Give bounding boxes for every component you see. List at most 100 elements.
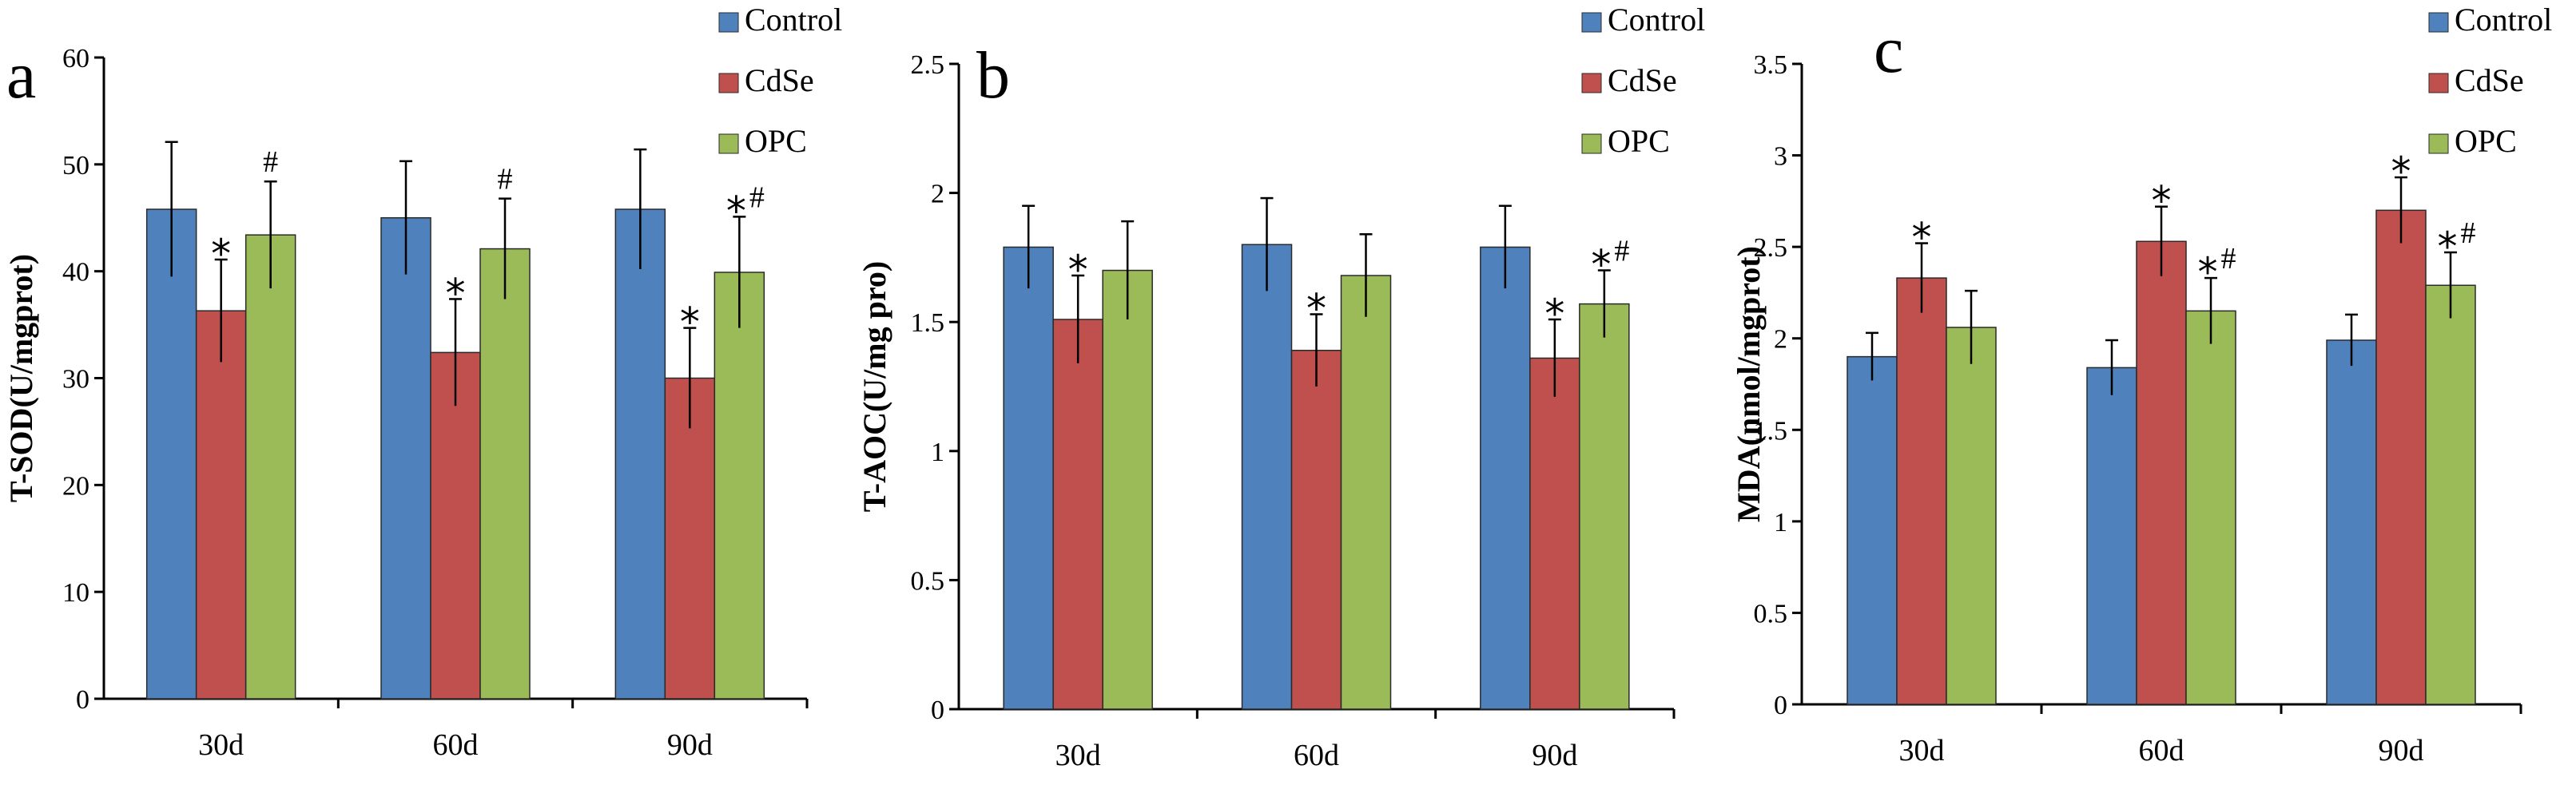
y-tick-label: 1.5: [1754, 416, 1788, 446]
legend-label-opc: OPC: [1608, 123, 1670, 159]
legend-swatch-cdse: [2428, 73, 2449, 93]
y-tick-label: 0.5: [911, 566, 945, 596]
bar-control-60d: [380, 217, 431, 700]
bar-cdse-60d: [1290, 350, 1342, 710]
significance-hash: #: [2221, 242, 2236, 276]
significance-hash: #: [498, 163, 513, 196]
x-tick-label: 60d: [1294, 739, 1339, 772]
bar-cdse-30d: [1896, 277, 1947, 705]
chart-panel-b: b T-AOC(U/mg pro) 0 0.5 1 1.5 2 2.5 30d * 60d * 90d *…: [857, 2, 1705, 772]
y-tick-label: 20: [62, 471, 89, 501]
bar-opc-90d: [714, 272, 765, 700]
y-tick-label: 1: [931, 438, 944, 467]
significance-star: *: [1912, 215, 1932, 261]
y-tick-label: 1.5: [911, 308, 945, 338]
significance-star: *: [2438, 224, 2458, 270]
y-tick-label: 2: [931, 180, 944, 209]
x-tick-label: 90d: [667, 728, 713, 762]
y-tick-label: 60: [62, 44, 89, 73]
y-tick-label: 3.5: [1754, 50, 1788, 80]
chart-panel-c: c MDA(nmol/mgprot) 0 0.5 1 1.5 2 2.5 3 3.5 30d * 60d…: [1731, 2, 2552, 767]
legend-label-control: Control: [745, 2, 842, 38]
bar-control-30d: [145, 208, 197, 700]
significance-star: *: [680, 299, 700, 346]
legend-swatch-opc: [1581, 133, 1602, 154]
bar-control-60d: [2086, 367, 2137, 705]
significance-star: *: [1591, 242, 1611, 288]
x-tick-label: 90d: [2379, 734, 2424, 767]
y-tick-label: 3: [1774, 142, 1787, 172]
bar-opc-60d: [2185, 310, 2236, 705]
y-tick-label: 0: [76, 685, 89, 715]
y-tick-label: 2.5: [911, 50, 945, 80]
x-tick-label: 30d: [1899, 734, 1945, 767]
bar-cdse-60d: [2136, 240, 2187, 705]
chart-panel-a: aT-SOD(U/mgprot)010203040506030d*#60d*#9…: [3, 2, 842, 762]
legend-swatch-cdse: [1581, 73, 1602, 93]
significance-hash: #: [263, 145, 278, 179]
bar-cdse-90d: [1529, 357, 1580, 710]
bar-cdse-30d: [1052, 319, 1103, 710]
significance-hash: #: [2461, 216, 2476, 250]
bar-opc-30d: [1102, 269, 1153, 710]
y-tick-label: 2.5: [1754, 233, 1788, 263]
x-tick-label: 30d: [1055, 739, 1101, 772]
y-tick-label: 0: [1774, 691, 1787, 720]
y-tick-label: 40: [62, 258, 89, 287]
y-axis-label: T-SOD(U/mgprot): [3, 254, 39, 502]
y-tick-label: 10: [62, 578, 89, 608]
bar-opc-30d: [1946, 327, 1997, 705]
legend-label-opc: OPC: [2455, 123, 2517, 159]
bar-control-90d: [614, 208, 666, 700]
legend-label-cdse: CdSe: [1608, 62, 1677, 98]
legend-swatch-opc: [718, 133, 739, 154]
bar-cdse-30d: [195, 310, 247, 700]
legend-label-control: Control: [1608, 2, 1705, 38]
significance-star: *: [446, 270, 466, 316]
x-tick-label: 60d: [433, 728, 479, 762]
bar-opc-60d: [479, 248, 531, 700]
y-axis-label: MDA(nmol/mgprot): [1731, 246, 1767, 522]
legend-label-control: Control: [2455, 2, 2552, 38]
significance-star: *: [726, 188, 746, 234]
y-tick-label: 0: [931, 696, 944, 725]
bar-control-30d: [1847, 355, 1898, 705]
y-tick-label: 50: [62, 151, 89, 180]
bar-control-90d: [2326, 339, 2377, 705]
bar-cdse-90d: [2375, 209, 2427, 705]
legend-label-cdse: CdSe: [745, 62, 814, 98]
bar-opc-90d: [2425, 284, 2476, 705]
panel-letter: a: [6, 38, 36, 113]
legend-swatch-control: [2428, 12, 2449, 33]
y-tick-label: 30: [62, 365, 89, 394]
x-tick-label: 90d: [1532, 739, 1577, 772]
x-tick-label: 30d: [198, 728, 244, 762]
bar-opc-90d: [1579, 303, 1630, 710]
y-tick-label: 2: [1774, 325, 1787, 355]
significance-hash: #: [749, 180, 765, 214]
y-axis-label: T-AOC(U/mg pro): [857, 261, 892, 512]
legend-swatch-opc: [2428, 133, 2449, 154]
bar-control-60d: [1241, 244, 1293, 710]
panel-letter: c: [1874, 13, 1903, 87]
significance-star: *: [1068, 247, 1088, 293]
legend-swatch-control: [1581, 12, 1602, 33]
bar-opc-60d: [1340, 275, 1392, 710]
legend-swatch-control: [718, 12, 739, 33]
panel-letter: b: [976, 38, 1010, 113]
x-tick-label: 60d: [2139, 734, 2184, 767]
legend-label-opc: OPC: [745, 123, 807, 159]
bar-control-90d: [1480, 246, 1531, 710]
significance-star: *: [1306, 286, 1326, 332]
y-tick-label: 1: [1774, 508, 1787, 537]
bar-cdse-90d: [664, 377, 716, 700]
bar-control-30d: [1003, 246, 1054, 710]
significance-hash: #: [1614, 235, 1629, 268]
significance-star: *: [2391, 149, 2411, 195]
y-tick-label: 0.5: [1754, 599, 1788, 628]
significance-star: *: [1544, 291, 1564, 337]
significance-star: *: [211, 231, 231, 277]
significance-star: *: [2198, 249, 2218, 295]
legend-label-cdse: CdSe: [2455, 62, 2524, 98]
